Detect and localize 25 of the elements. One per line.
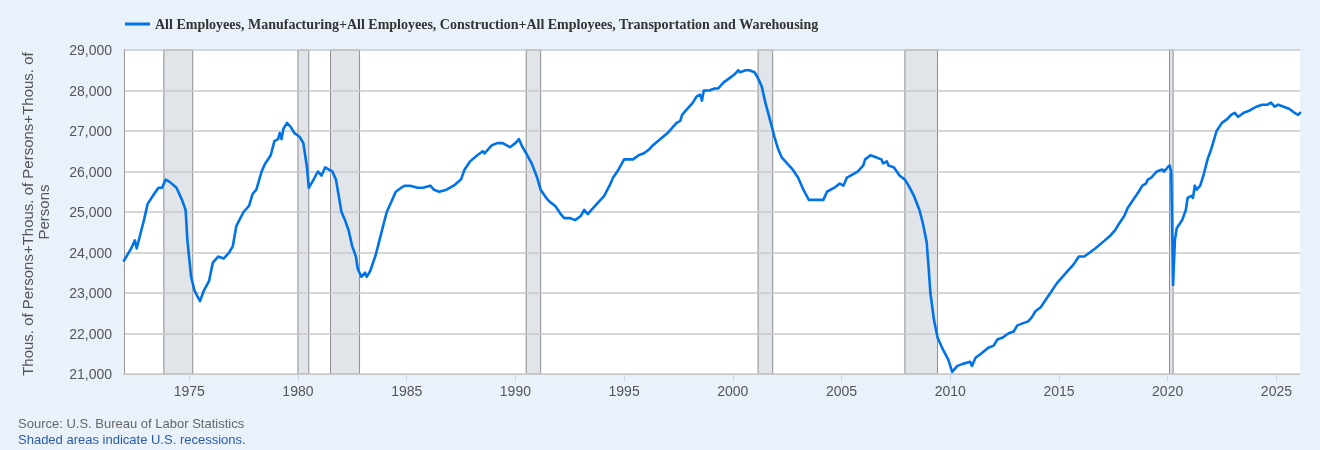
legend-label: All Employees, Manufacturing+All Employees, Construction+All Employees, Transportation and Warehousing (155, 16, 819, 32)
x-tick-label: 1990 (499, 383, 532, 399)
x-tick-label: 1985 (391, 383, 423, 399)
y-tick-label: 21,000 (69, 366, 113, 382)
x-tick-label: 2020 (1152, 383, 1184, 399)
y-tick-label: 28,000 (69, 82, 113, 99)
source-note: Source: U.S. Bureau of Labor Statistics (18, 416, 245, 431)
x-tick-label: 1975 (173, 383, 206, 399)
y-tick-label: 24,000 (69, 244, 113, 261)
x-tick-label: 2025 (1260, 383, 1293, 399)
line-series (122, 68, 1302, 374)
x-tick-label: 2010 (934, 383, 967, 399)
x-tick-label: 2000 (717, 383, 749, 399)
y-tick-label: 23,000 (69, 285, 113, 301)
x-tick-label: 1980 (282, 383, 314, 399)
y-tick-label: 27,000 (69, 123, 113, 139)
y-axis-title: Thous. of Persons+Thous. of Persons+Thous. of Persons (18, 48, 52, 376)
y-tick-label: 29,000 (69, 42, 113, 58)
x-tick-label: 2005 (825, 383, 858, 399)
x-tick-label: 2015 (1043, 383, 1075, 399)
y-tick-label: 22,000 (69, 325, 113, 342)
y-tick-label: 25,000 (69, 204, 113, 220)
y-tick-label: 26,000 (69, 163, 113, 180)
x-tick-label: 1995 (608, 383, 640, 399)
text: Shaded areas indicate U.S. recessions. (18, 432, 246, 447)
